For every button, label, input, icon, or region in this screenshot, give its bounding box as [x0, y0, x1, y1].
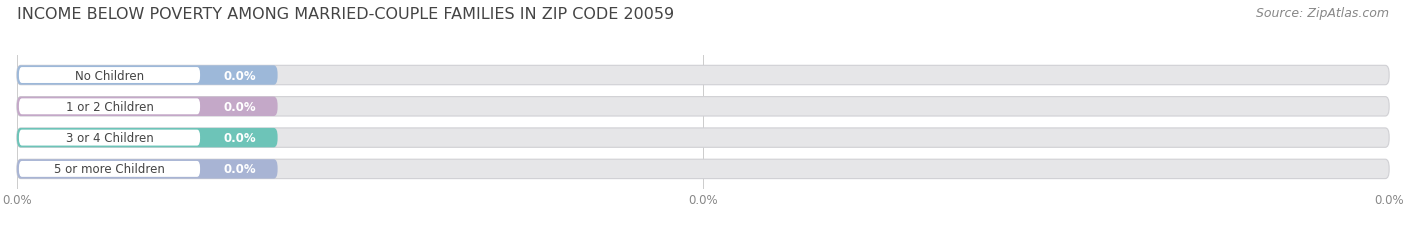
- FancyBboxPatch shape: [17, 128, 277, 148]
- Text: 1 or 2 Children: 1 or 2 Children: [66, 100, 153, 113]
- Text: 0.0%: 0.0%: [224, 131, 256, 144]
- Text: No Children: No Children: [75, 69, 143, 82]
- FancyBboxPatch shape: [17, 160, 277, 179]
- Text: 5 or more Children: 5 or more Children: [53, 163, 165, 176]
- Text: 0.0%: 0.0%: [224, 69, 256, 82]
- FancyBboxPatch shape: [17, 66, 1389, 85]
- Text: 3 or 4 Children: 3 or 4 Children: [66, 131, 153, 144]
- Text: 0.0%: 0.0%: [224, 100, 256, 113]
- FancyBboxPatch shape: [17, 97, 277, 116]
- FancyBboxPatch shape: [17, 66, 277, 85]
- FancyBboxPatch shape: [18, 161, 200, 177]
- FancyBboxPatch shape: [18, 99, 200, 115]
- Text: Source: ZipAtlas.com: Source: ZipAtlas.com: [1256, 7, 1389, 20]
- FancyBboxPatch shape: [18, 68, 200, 84]
- FancyBboxPatch shape: [17, 160, 1389, 179]
- Text: INCOME BELOW POVERTY AMONG MARRIED-COUPLE FAMILIES IN ZIP CODE 20059: INCOME BELOW POVERTY AMONG MARRIED-COUPL…: [17, 7, 673, 22]
- FancyBboxPatch shape: [18, 130, 200, 146]
- FancyBboxPatch shape: [17, 97, 1389, 116]
- Text: 0.0%: 0.0%: [224, 163, 256, 176]
- FancyBboxPatch shape: [17, 128, 1389, 148]
